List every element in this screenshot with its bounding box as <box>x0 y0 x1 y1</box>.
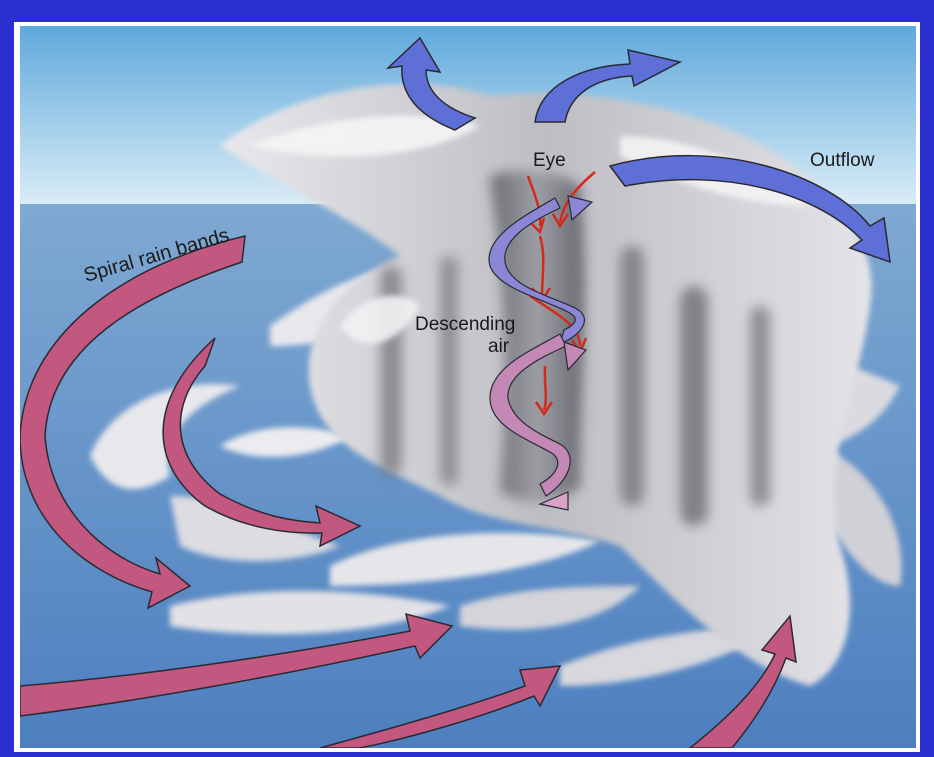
inflow-arrow-4 <box>319 665 562 748</box>
rising-spiral <box>488 195 594 511</box>
outflow-arrow-big <box>608 154 891 264</box>
inflow-arrows <box>20 235 797 748</box>
inflow-arrow-1 <box>20 235 246 610</box>
inflow-arrow-2 <box>162 337 362 548</box>
outflow-arrow-right <box>534 49 683 123</box>
hurricane-illustration: Spiral rain bands Eye Outflow Descending… <box>20 26 916 748</box>
outflow-arrow-left <box>385 36 477 131</box>
outflow-arrows <box>385 36 891 264</box>
label-outflow: Outflow <box>810 150 875 171</box>
inflow-arrow-5 <box>688 614 797 748</box>
eye-descending-arrows <box>526 171 596 417</box>
label-air: air <box>488 336 510 357</box>
label-eye: Eye <box>533 150 566 171</box>
label-descending: Descending <box>415 314 515 335</box>
inflow-arrow-3 <box>20 612 454 717</box>
